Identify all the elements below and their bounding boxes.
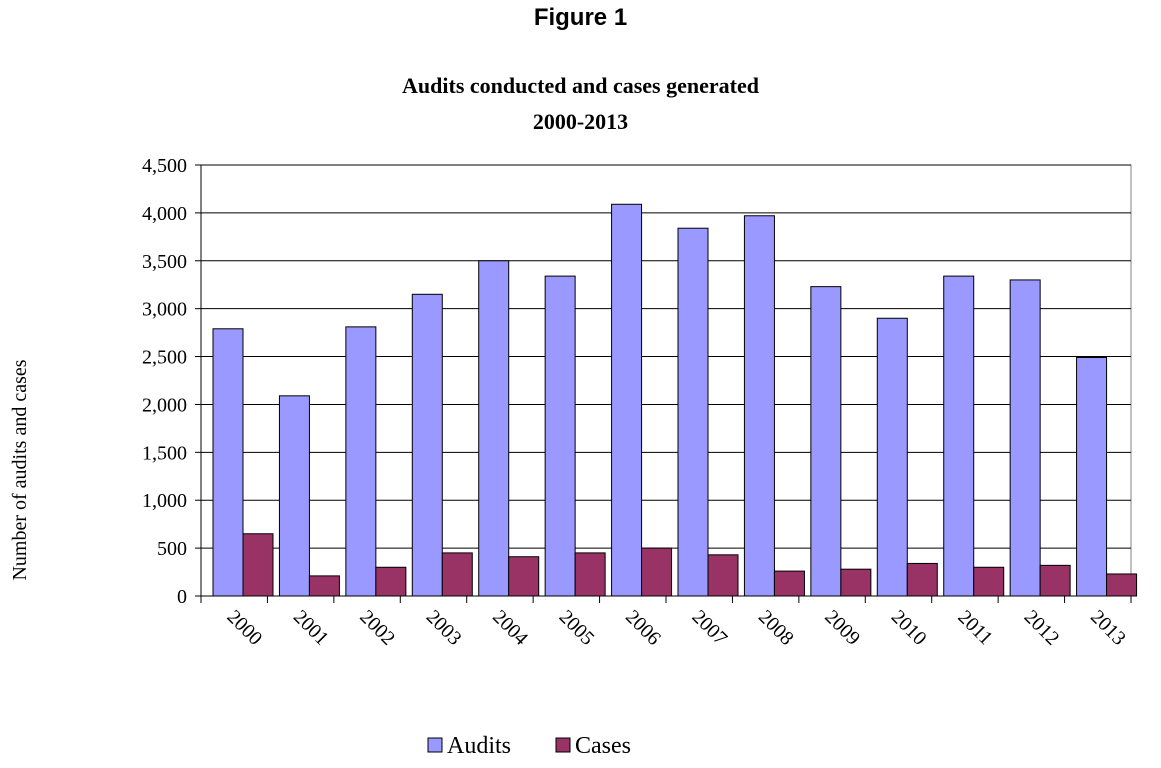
- bar-audits-2001: [278, 395, 310, 597]
- x-tick-label: 2001: [289, 606, 333, 650]
- x-tick-label: 2010: [887, 606, 931, 650]
- bar-cases-2012: [1039, 564, 1071, 597]
- x-tick-label: 2000: [223, 606, 267, 650]
- y-tick-label: 2,000: [142, 394, 187, 416]
- axes: [195, 164, 1132, 603]
- x-tick-label: 2003: [422, 606, 466, 650]
- bars: [212, 203, 1138, 597]
- y-tick-label: 2,500: [142, 347, 187, 369]
- bar-cases-2002: [375, 566, 407, 597]
- bar-cases-2006: [641, 547, 673, 597]
- bar-cases-2009: [840, 568, 872, 597]
- x-tick-label: 2009: [820, 606, 864, 650]
- legend: Audits Cases: [427, 733, 631, 759]
- bar-audits-2007: [677, 227, 709, 597]
- x-tick-labels: 2000 2001 2002 2003 2004 2005 2006 2007 2008 2009…: [223, 606, 1130, 650]
- bar-audits-2004: [478, 260, 510, 597]
- bar-cases-2003: [441, 552, 473, 597]
- chart-subtitle: 2000-2013: [532, 109, 629, 134]
- x-tick-label: 2008: [754, 606, 798, 650]
- bar-audits-2010: [876, 317, 908, 597]
- bar-cases-2013: [1106, 573, 1138, 597]
- bar-cases-2004: [508, 556, 540, 597]
- bar-cases-2001: [308, 575, 340, 597]
- x-tick-label: 2011: [954, 606, 997, 649]
- bar-audits-2009: [810, 286, 842, 597]
- legend-label-audits: Audits: [447, 733, 511, 759]
- chart-title: Audits conducted and cases generated: [402, 73, 759, 98]
- bar-audits-2008: [743, 215, 775, 597]
- plot-area-border: [200, 164, 1132, 597]
- bar-cases-2000: [242, 533, 274, 597]
- bar-cases-2011: [973, 566, 1005, 597]
- bar-audits-2003: [411, 293, 443, 597]
- x-tick-label: 2013: [1086, 606, 1130, 650]
- legend-swatch-cases: [555, 737, 571, 753]
- y-tick-labels: 0 500 1,000 1,500 2,000 2,500 3,000 3,500 4,000 4…: [142, 155, 187, 608]
- x-tick-label: 2012: [1020, 606, 1064, 650]
- legend-label-cases: Cases: [575, 733, 631, 759]
- bar-audits-2013: [1076, 357, 1108, 597]
- y-tick-label: 1,500: [142, 442, 187, 464]
- y-tick-label: 3,500: [142, 251, 187, 273]
- bar-audits-2012: [1009, 279, 1041, 597]
- chart-title-block: Audits conducted and cases generated 200…: [0, 68, 1161, 140]
- y-tick-label: 500: [157, 538, 187, 560]
- y-tick-label: 3,000: [142, 299, 187, 321]
- bar-cases-2005: [574, 552, 606, 597]
- x-tick-label: 2007: [688, 606, 732, 650]
- y-tick-label: 0: [177, 586, 187, 608]
- bar-cases-2008: [773, 570, 805, 597]
- x-tick-label: 2006: [621, 606, 665, 650]
- bar-audits-2000: [212, 328, 244, 597]
- bar-audits-2011: [943, 275, 975, 597]
- bar-cases-2007: [707, 554, 739, 597]
- x-tick-label: 2005: [555, 606, 599, 650]
- x-tick-label: 2004: [488, 606, 532, 650]
- gridlines: [200, 164, 1132, 597]
- legend-swatch-audits: [427, 737, 443, 753]
- x-tick-label: 2002: [355, 606, 399, 650]
- bar-cases-2010: [906, 562, 938, 597]
- y-axis-label: Number of audits and cases: [9, 359, 31, 580]
- figure-label: Figure 1: [533, 4, 628, 31]
- y-tick-label: 4,000: [142, 203, 187, 225]
- y-tick-label: 4,500: [142, 155, 187, 177]
- bar-audits-2002: [345, 326, 377, 597]
- bar-audits-2006: [611, 203, 643, 597]
- bar-audits-2005: [544, 275, 576, 597]
- y-tick-label: 1,000: [142, 490, 187, 512]
